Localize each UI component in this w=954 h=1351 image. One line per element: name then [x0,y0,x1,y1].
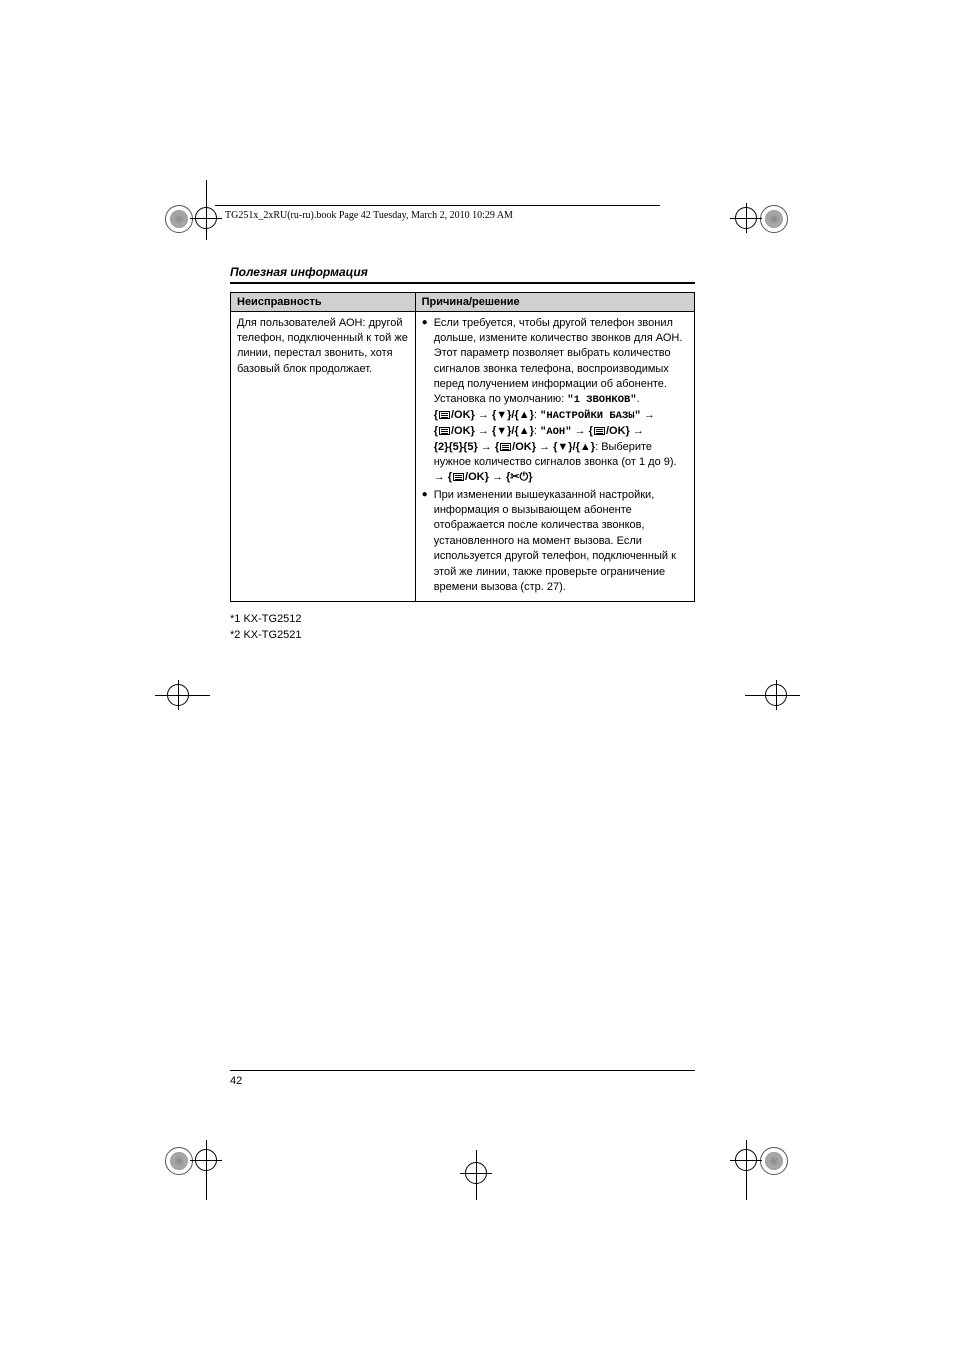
crop-line-v-br [746,1140,747,1200]
crop-line-h-mr [745,695,800,696]
section-underline [230,282,695,284]
crop-line-h-tl [190,218,220,219]
footnotes: *1 KX-TG2512 *2 KX-TG2521 [230,612,695,643]
key-menu-ok-3: {/OK} [589,425,630,437]
page-number: 42 [230,1075,242,1087]
page-header: TG251x_2xRU(ru-ru).book Page 42 Tuesday,… [225,210,513,221]
problem-cell: Для пользователей АОН: другой телефон, п… [231,311,416,602]
bullet1-intro: Если требуется, чтобы другой телефон зво… [434,317,683,406]
solution-bullet-1: Если требуется, чтобы другой телефон зво… [434,316,688,486]
default-setting: "1 ЗВОНКОВ" [567,394,636,406]
key-menu-ok-4: {/OK} [495,441,536,453]
key-off: {✂⏻} [506,470,532,485]
menu-icon [439,411,450,419]
key-code-255: {2}{5}{5} [434,441,478,453]
footnote-1: *1 KX-TG2512 [230,612,695,627]
table-row: Для пользователей АОН: другой телефон, п… [231,311,695,602]
page-number-line [230,1070,695,1071]
reg-mark-tl [165,205,195,235]
crop-line-v-tl [206,180,207,240]
key-menu-ok-5: {/OK} [448,471,489,483]
content-area: Полезная информация Неисправность Причин… [230,265,695,643]
key-menu-ok-2: {/OK} [434,425,475,437]
nav-label-1: "НАСТРОЙКИ БАЗЫ" [540,410,641,422]
menu-icon [453,473,464,481]
bullet-icon: ● [422,316,428,486]
troubleshoot-table: Неисправность Причина/решение Для пользо… [230,292,695,603]
footnote-2: *2 KX-TG2521 [230,628,695,643]
solution-bullet-2: При изменении вышеуказанной настройки, и… [434,488,688,596]
menu-icon [439,427,450,435]
solution-cell: ● Если требуется, чтобы другой телефон з… [415,311,694,602]
menu-icon [500,443,511,451]
key-menu-ok-1: {/OK} [434,409,475,421]
reg-mark-br [760,1147,790,1177]
section-title: Полезная информация [230,265,695,279]
crop-line-v-bc [476,1150,477,1200]
reg-mark-tr [760,205,790,235]
th-solution: Причина/решение [415,292,694,311]
bullet-icon: ● [422,488,428,596]
header-divider [215,205,660,206]
nav-label-2: "АОН" [540,426,572,438]
reg-mark-bl [165,1147,195,1177]
crop-line-v-bl [206,1140,207,1200]
th-problem: Неисправность [231,292,416,311]
crop-line-h-ml [155,695,210,696]
menu-icon [594,427,605,435]
